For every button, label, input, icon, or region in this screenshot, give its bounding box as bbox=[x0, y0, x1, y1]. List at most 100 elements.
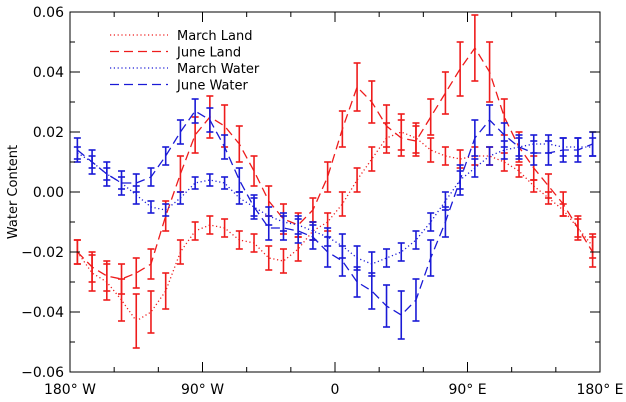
error-bar bbox=[368, 80, 376, 124]
error-bar bbox=[530, 179, 538, 193]
error-bar bbox=[324, 161, 332, 193]
error-bar bbox=[132, 293, 140, 349]
error-bar bbox=[471, 119, 479, 157]
error-bar bbox=[397, 119, 405, 157]
error-bar bbox=[191, 221, 199, 241]
error-bar bbox=[427, 212, 435, 232]
y-tick-label: 0.04 bbox=[33, 65, 64, 81]
error-bar bbox=[250, 194, 258, 220]
error-bar bbox=[368, 272, 376, 310]
error-bar bbox=[132, 257, 140, 289]
legend-item: June Water bbox=[110, 79, 249, 94]
error-bar bbox=[441, 206, 449, 238]
error-bar bbox=[279, 248, 287, 274]
error-bar bbox=[353, 62, 361, 112]
error-bar bbox=[515, 164, 523, 178]
error-bar bbox=[441, 71, 449, 115]
error-bar bbox=[397, 290, 405, 340]
axes: 180° W 90° W 0 90° E 180° E −0.06 −0.04 −0.02 0.… bbox=[6, 5, 624, 398]
series-june-land bbox=[73, 14, 597, 295]
error-bar bbox=[250, 233, 258, 253]
error-bar bbox=[324, 236, 332, 268]
legend-label: June Water bbox=[176, 79, 249, 94]
error-bar bbox=[147, 290, 155, 334]
x-tick-label: 0 bbox=[331, 382, 340, 398]
error-bar bbox=[338, 245, 346, 277]
error-bar bbox=[88, 149, 96, 175]
error-bar bbox=[147, 167, 155, 187]
plot-frame bbox=[69, 11, 601, 373]
y-tick-label: 0.06 bbox=[33, 5, 64, 21]
error-bar bbox=[73, 137, 81, 163]
error-bar bbox=[471, 14, 479, 82]
error-bar bbox=[338, 110, 346, 148]
series-line bbox=[77, 143, 593, 265]
error-bar bbox=[206, 107, 214, 133]
error-bar bbox=[147, 200, 155, 214]
error-bar bbox=[162, 272, 170, 310]
error-bar bbox=[309, 224, 317, 250]
y-tick-label: 0.00 bbox=[33, 185, 64, 201]
error-bar bbox=[147, 248, 155, 280]
x-tick-label: 180° E bbox=[576, 382, 623, 398]
error-bar bbox=[103, 260, 111, 292]
error-bar bbox=[589, 131, 597, 157]
series-line bbox=[76, 110, 593, 316]
error-bar bbox=[250, 155, 258, 187]
error-bar bbox=[103, 161, 111, 187]
error-bar bbox=[383, 104, 391, 148]
error-bar bbox=[118, 170, 126, 196]
error-bar bbox=[206, 173, 214, 187]
error-bar bbox=[559, 191, 567, 217]
error-bar bbox=[486, 104, 494, 136]
error-bar bbox=[235, 125, 243, 163]
error-bar bbox=[544, 173, 552, 199]
error-bar bbox=[368, 146, 376, 172]
error-bar bbox=[338, 191, 346, 217]
error-bar bbox=[265, 245, 273, 271]
error-bar bbox=[456, 164, 464, 196]
series-march-land bbox=[73, 113, 597, 349]
legend-item: March Water bbox=[110, 62, 260, 77]
error-bar bbox=[118, 263, 126, 295]
legend-label: March Water bbox=[177, 62, 260, 77]
error-bar bbox=[353, 167, 361, 193]
error-bar bbox=[132, 173, 140, 193]
error-bar bbox=[486, 41, 494, 103]
error-bar bbox=[206, 215, 214, 235]
error-bar bbox=[191, 176, 199, 190]
error-bar bbox=[544, 140, 552, 166]
error-bar bbox=[176, 155, 184, 193]
error-bar bbox=[279, 215, 287, 241]
error-bar bbox=[441, 146, 449, 166]
error-bar bbox=[235, 191, 243, 205]
error-bar bbox=[235, 230, 243, 250]
error-bar bbox=[456, 41, 464, 97]
error-bar bbox=[574, 137, 582, 163]
error-bar bbox=[383, 248, 391, 268]
legend-label: March Land bbox=[177, 29, 252, 44]
legend-label: June Land bbox=[176, 46, 241, 61]
error-bar bbox=[221, 176, 229, 190]
series-june-water bbox=[73, 98, 597, 340]
error-bar bbox=[162, 146, 170, 166]
error-bar bbox=[412, 230, 420, 250]
error-bar bbox=[176, 119, 184, 145]
error-bar bbox=[191, 98, 199, 124]
error-bar bbox=[265, 215, 273, 241]
y-tick-label: −0.04 bbox=[21, 305, 64, 321]
series-line bbox=[76, 46, 594, 280]
error-bar bbox=[176, 191, 184, 205]
series-line bbox=[76, 131, 594, 322]
error-bar bbox=[162, 203, 170, 217]
error-bar bbox=[397, 242, 405, 262]
error-bar bbox=[412, 125, 420, 157]
y-tick-label: −0.02 bbox=[21, 245, 64, 261]
y-tick-label: 0.02 bbox=[33, 125, 64, 141]
error-bar bbox=[221, 134, 229, 160]
error-bar bbox=[559, 137, 567, 163]
error-bar bbox=[427, 239, 435, 277]
error-bar bbox=[176, 239, 184, 265]
